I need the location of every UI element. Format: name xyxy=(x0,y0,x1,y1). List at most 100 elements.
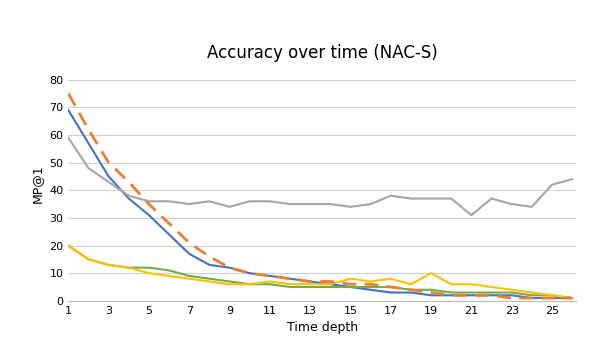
GeoW2V xyxy=(65,108,72,112)
OW2V xyxy=(327,285,334,289)
TWEC xyxy=(508,202,515,206)
GeoW2V xyxy=(146,213,153,217)
TWEC xyxy=(186,202,193,206)
SW2V xyxy=(528,296,535,300)
OW2V xyxy=(528,293,535,297)
OW2V xyxy=(286,285,293,289)
SW2V xyxy=(206,255,213,259)
TW2V xyxy=(146,271,153,275)
GeoW2V xyxy=(548,296,555,300)
GeoW2V xyxy=(367,288,374,292)
Line: OW2V: OW2V xyxy=(68,246,572,298)
TWEC xyxy=(428,197,435,201)
SW2V xyxy=(166,221,173,226)
TW2V xyxy=(488,285,495,289)
TW2V xyxy=(448,282,455,286)
SW2V xyxy=(468,293,475,297)
TW2V xyxy=(327,282,334,286)
TW2V xyxy=(528,290,535,295)
OW2V xyxy=(65,244,72,248)
OW2V xyxy=(367,285,374,289)
TW2V xyxy=(266,279,273,284)
GeoW2V xyxy=(125,197,132,201)
TWEC xyxy=(387,194,394,198)
TW2V xyxy=(428,271,435,275)
OW2V xyxy=(146,266,153,270)
TW2V xyxy=(105,263,112,267)
SW2V xyxy=(448,293,455,297)
SW2V xyxy=(508,296,515,300)
SW2V xyxy=(246,271,253,275)
OW2V xyxy=(407,288,415,292)
OW2V xyxy=(468,290,475,295)
GeoW2V xyxy=(508,293,515,297)
GeoW2V xyxy=(428,293,435,297)
GeoW2V xyxy=(166,232,173,237)
SW2V xyxy=(125,180,132,184)
TW2V xyxy=(387,277,394,281)
Y-axis label: MP@1: MP@1 xyxy=(31,164,44,203)
TWEC xyxy=(367,202,374,206)
TWEC xyxy=(468,213,475,217)
TW2V xyxy=(407,282,415,286)
GeoW2V xyxy=(468,293,475,297)
OW2V xyxy=(508,290,515,295)
TW2V xyxy=(186,277,193,281)
TWEC xyxy=(146,199,153,203)
GeoW2V xyxy=(568,296,576,300)
SW2V xyxy=(105,161,112,165)
SW2V xyxy=(307,279,314,284)
TW2V xyxy=(206,279,213,284)
GeoW2V xyxy=(448,293,455,297)
SW2V xyxy=(387,285,394,289)
SW2V xyxy=(568,296,576,300)
Line: GeoW2V: GeoW2V xyxy=(68,110,572,298)
TWEC xyxy=(246,199,253,203)
SW2V xyxy=(327,279,334,284)
OW2V xyxy=(206,277,213,281)
Line: TWEC: TWEC xyxy=(68,138,572,215)
TWEC xyxy=(166,199,173,203)
SW2V xyxy=(266,274,273,278)
TWEC xyxy=(85,166,92,170)
TW2V xyxy=(468,282,475,286)
TW2V xyxy=(548,293,555,297)
TW2V xyxy=(226,282,233,286)
OW2V xyxy=(166,268,173,273)
TWEC xyxy=(307,202,314,206)
TWEC xyxy=(528,205,535,209)
TW2V xyxy=(347,277,354,281)
OW2V xyxy=(568,296,576,300)
SW2V xyxy=(347,282,354,286)
OW2V xyxy=(307,285,314,289)
GeoW2V xyxy=(528,296,535,300)
OW2V xyxy=(226,279,233,284)
TWEC xyxy=(448,197,455,201)
TWEC xyxy=(226,205,233,209)
Line: SW2V: SW2V xyxy=(68,94,572,298)
GeoW2V xyxy=(246,271,253,275)
SW2V xyxy=(186,241,193,245)
OW2V xyxy=(387,285,394,289)
OW2V xyxy=(266,282,273,286)
OW2V xyxy=(105,263,112,267)
TWEC xyxy=(407,197,415,201)
OW2V xyxy=(347,285,354,289)
SW2V xyxy=(488,293,495,297)
SW2V xyxy=(367,282,374,286)
SW2V xyxy=(548,296,555,300)
OW2V xyxy=(488,290,495,295)
Line: TW2V: TW2V xyxy=(68,246,572,298)
SW2V xyxy=(286,277,293,281)
GeoW2V xyxy=(407,290,415,295)
TW2V xyxy=(65,244,72,248)
OW2V xyxy=(548,293,555,297)
TWEC xyxy=(286,202,293,206)
TWEC xyxy=(568,177,576,181)
GeoW2V xyxy=(85,141,92,145)
SW2V xyxy=(226,266,233,270)
X-axis label: Time depth: Time depth xyxy=(287,321,358,334)
GeoW2V xyxy=(307,279,314,284)
SW2V xyxy=(407,288,415,292)
Title: Accuracy over time (NAC-S): Accuracy over time (NAC-S) xyxy=(207,43,438,62)
